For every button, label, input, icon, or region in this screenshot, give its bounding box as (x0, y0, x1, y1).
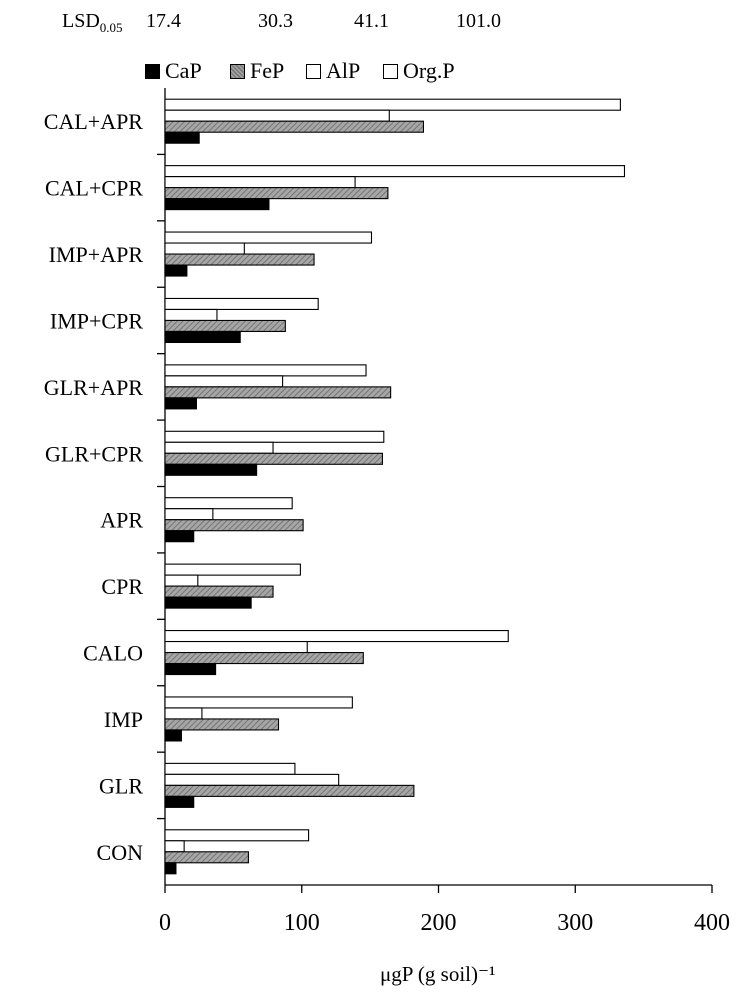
bar-cap (164, 862, 177, 875)
bar-cap (164, 397, 198, 410)
bar-orgp (164, 297, 319, 311)
category-label: CAL+APR (44, 109, 144, 134)
bar-orgp (164, 497, 293, 510)
bar-orgp (164, 98, 621, 111)
x-tick-label: 100 (284, 910, 320, 936)
bar-fep (164, 851, 249, 864)
lsd-label: LSD0.05 (62, 10, 123, 35)
bar-fep (164, 319, 286, 333)
category-label: IMP+APR (49, 242, 144, 267)
bar-cap (164, 198, 270, 211)
x-axis-label: μgP (g soil)⁻¹ (380, 962, 496, 986)
category-label: CON (97, 840, 144, 865)
bars (164, 98, 626, 875)
bar-cap (164, 330, 241, 344)
legend-item-orgp: Org.P (383, 58, 455, 84)
bar-fep (164, 253, 315, 266)
lsd-value-orgp: 101.0 (456, 10, 501, 32)
bar-alp (164, 176, 356, 189)
category-label: GLR+APR (44, 375, 144, 400)
bar-orgp (164, 762, 296, 775)
legend-item-cap: CaP (145, 58, 202, 84)
bar-alp (164, 640, 308, 654)
bar-orgp (164, 563, 301, 576)
category-label: CPR (101, 574, 143, 599)
bar-fep (164, 120, 425, 133)
category-label: APR (100, 508, 143, 533)
bar-fep (164, 718, 280, 731)
bar-alp (164, 308, 218, 322)
bar-fep (164, 386, 392, 399)
bar-cap (164, 729, 182, 742)
bar-fep (164, 519, 304, 532)
x-tick-label: 300 (557, 910, 593, 936)
x-tick-label: 0 (159, 910, 171, 936)
x-tick-label: 400 (694, 910, 730, 936)
bar-alp (164, 508, 214, 521)
bar-cap (164, 463, 258, 476)
tick-labels: 0 100 200 300 400 CAL+APR CAL+CPR IMP+APR IMP+CP… (44, 109, 730, 936)
bar-alp (164, 242, 245, 255)
legend-label-cap: CaP (165, 58, 202, 83)
bar-alp (164, 375, 284, 388)
bar-fep (164, 187, 389, 200)
legend-item-alp: AlP (306, 58, 360, 84)
bar-cap (164, 662, 217, 676)
legend-swatch-fep (230, 63, 245, 79)
bar-alp (164, 840, 185, 853)
bar-orgp (164, 430, 385, 443)
bar-cap (164, 264, 188, 277)
bar-cap (164, 530, 195, 543)
lsd-row: LSD0.05 17.4 30.3 41.1 101.0 (0, 10, 737, 40)
category-label: GLR+CPR (45, 441, 143, 466)
bar-fep (164, 784, 415, 797)
bar-orgp (164, 829, 310, 842)
bar-orgp (164, 165, 626, 178)
bar-fep (164, 651, 364, 665)
legend-label-alp: AlP (326, 58, 361, 83)
bar-orgp (164, 629, 509, 643)
legend-item-fep: FeP (230, 58, 284, 84)
category-label: IMP+CPR (50, 308, 143, 333)
lsd-value-cap: 17.4 (146, 10, 181, 32)
category-label: CALO (83, 641, 143, 666)
bar-alp (164, 707, 203, 720)
bar-orgp (164, 364, 367, 377)
legend-swatch-orgp (383, 63, 398, 79)
bar-alp (164, 109, 390, 122)
legend-swatch-cap (145, 63, 160, 79)
category-label: CAL+CPR (45, 176, 143, 201)
legend-label-orgp: Org.P (403, 58, 455, 83)
category-label: GLR (99, 773, 143, 798)
bar-alp (164, 574, 199, 587)
bar-alp (164, 773, 340, 786)
lsd-value-alp: 41.1 (354, 10, 389, 32)
x-tick-label: 200 (421, 910, 457, 936)
bar-fep (164, 452, 383, 465)
lsd-value-fep: 30.3 (258, 10, 293, 32)
axes (157, 88, 713, 893)
bar-orgp (164, 231, 373, 244)
legend: CaP FeP AlP Org.P (0, 58, 737, 88)
bar-orgp (164, 696, 353, 709)
bar-alp (164, 441, 274, 454)
bar-fep (164, 585, 274, 598)
legend-label-fep: FeP (250, 58, 285, 83)
bar-cap (164, 795, 195, 808)
bar-cap (164, 596, 252, 609)
category-label: IMP (104, 707, 143, 732)
bar-cap (164, 131, 200, 144)
legend-swatch-alp (306, 63, 321, 79)
